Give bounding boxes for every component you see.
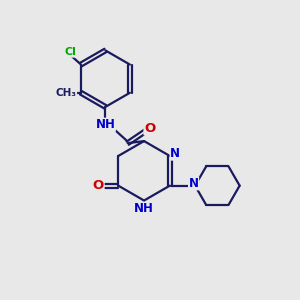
Text: NH: NH xyxy=(134,202,154,215)
Text: N: N xyxy=(170,147,180,160)
Text: Cl: Cl xyxy=(64,47,76,57)
Text: CH₃: CH₃ xyxy=(56,88,76,98)
Text: O: O xyxy=(93,179,104,192)
Text: NH: NH xyxy=(95,118,116,131)
Text: O: O xyxy=(144,122,155,135)
Text: N: N xyxy=(189,177,199,190)
